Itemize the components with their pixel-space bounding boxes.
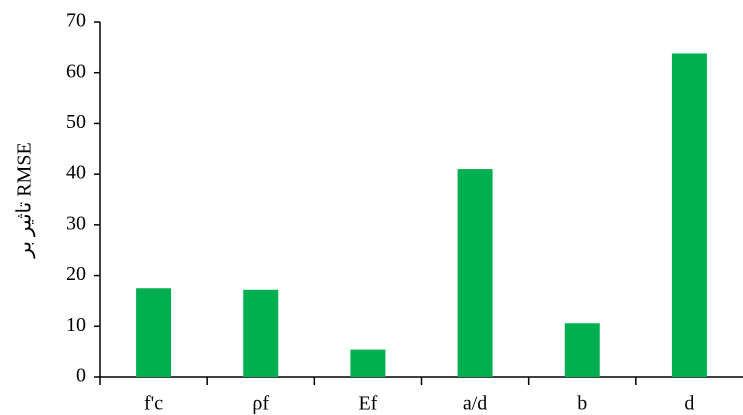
y-tick-label: 20 xyxy=(66,263,86,285)
bar xyxy=(457,169,493,377)
x-tick-label: Ef xyxy=(358,393,377,415)
y-tick-label: 70 xyxy=(66,10,86,32)
bar xyxy=(350,349,386,377)
x-tick-label: d xyxy=(684,393,694,415)
y-tick-label: 50 xyxy=(66,111,86,133)
y-tick-label: 10 xyxy=(66,314,86,336)
bar xyxy=(671,53,707,377)
bar xyxy=(136,288,172,377)
y-tick-label: 30 xyxy=(66,212,86,234)
bar xyxy=(564,323,600,377)
y-tick-label: 40 xyxy=(66,162,86,184)
x-tick-label: f'c xyxy=(144,393,163,415)
y-tick-label: 0 xyxy=(76,365,86,387)
x-tick-label: a/d xyxy=(463,393,487,415)
bar xyxy=(243,289,279,377)
y-tick-label: 60 xyxy=(66,60,86,82)
x-tick-label: ρf xyxy=(252,393,269,415)
x-tick-label: b xyxy=(577,393,587,415)
y-axis-label: تاثیر بر RMSE xyxy=(14,142,36,258)
